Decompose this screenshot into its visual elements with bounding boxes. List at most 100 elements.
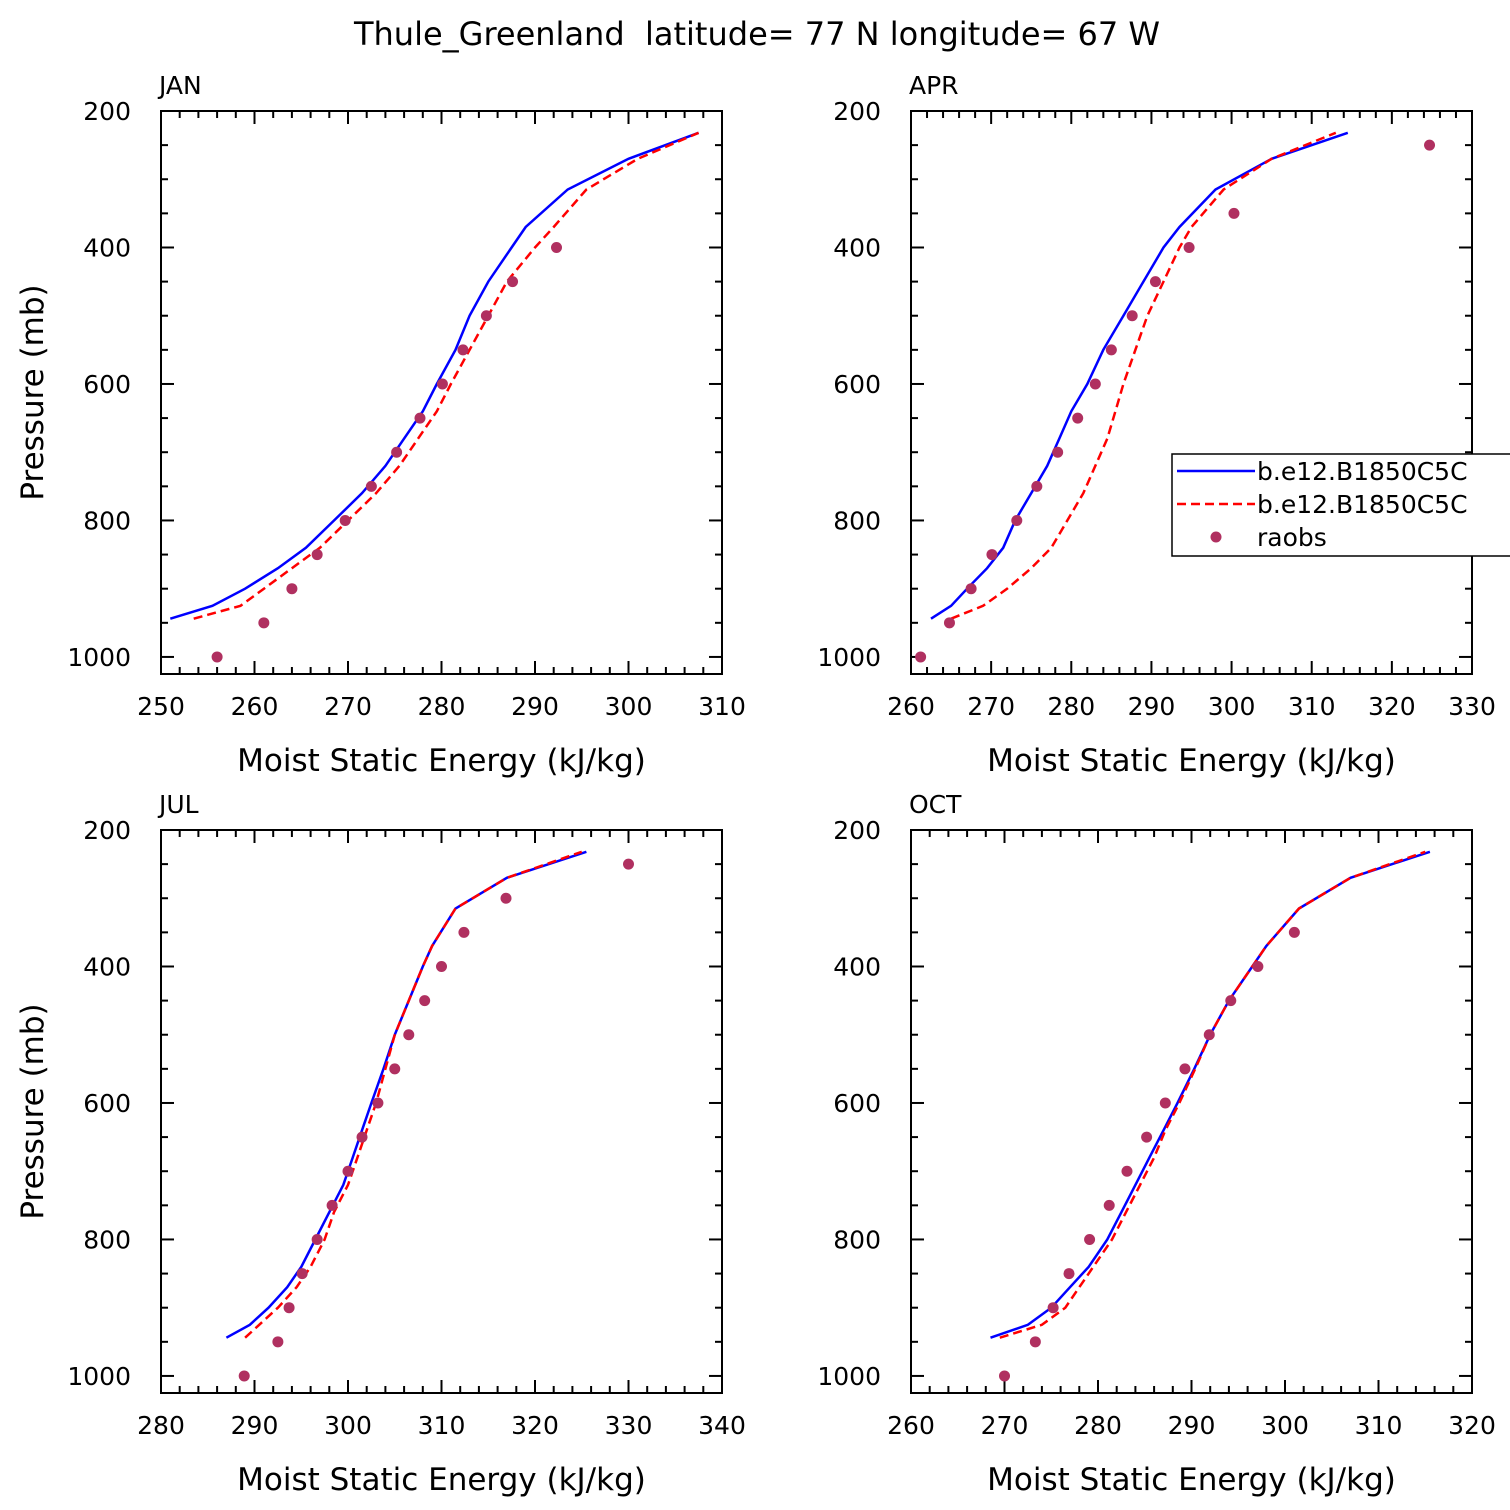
raob-point xyxy=(414,412,426,424)
raob-point xyxy=(1031,480,1043,492)
plot-frame xyxy=(160,110,723,675)
x-tick-label: 310 xyxy=(418,1411,466,1440)
raob-point xyxy=(283,1302,295,1314)
legend-label: b.e12.B1850C5C xyxy=(1257,490,1468,519)
y-tick-label: 400 xyxy=(83,233,131,262)
x-axis-label: Moist Static Energy (kJ/kg) xyxy=(237,743,646,779)
x-axis-label: Moist Static Energy (kJ/kg) xyxy=(987,743,1396,779)
raob-point xyxy=(1228,207,1240,219)
plot-frame xyxy=(910,110,1473,675)
raob-point xyxy=(1225,995,1237,1007)
raob-point xyxy=(1072,412,1084,424)
model-line xyxy=(225,850,587,1339)
y-tick-label: 600 xyxy=(833,370,881,399)
y-tick-label: 200 xyxy=(833,816,881,845)
x-tick-label: 320 xyxy=(1368,692,1416,721)
raob-point xyxy=(1159,1097,1171,1109)
raob-point xyxy=(296,1268,308,1280)
raob-point xyxy=(1203,1029,1215,1041)
raob-point xyxy=(1084,1233,1096,1245)
y-tick-label: 600 xyxy=(83,1089,131,1118)
y-tick-label: 400 xyxy=(83,952,131,981)
y-tick-label: 600 xyxy=(83,370,131,399)
panel: 250 260 270 280 290 300 310 200 400 600 800 1000 JAN… xyxy=(15,71,746,779)
raob-point xyxy=(436,960,447,972)
raob-point xyxy=(623,858,634,870)
raob-point xyxy=(311,549,323,561)
y-tick-label: 200 xyxy=(83,816,131,845)
raob-point xyxy=(436,378,448,390)
panel: 260 270 280 290 300 310 320 200 400 600 800 1000 OCT… xyxy=(817,790,1495,1498)
raob-point xyxy=(500,892,512,904)
y-axis-label: Pressure (mb) xyxy=(15,1003,51,1219)
raob-point xyxy=(1105,344,1117,356)
model-line xyxy=(990,850,1431,1339)
x-tick-label: 310 xyxy=(1355,1411,1403,1440)
raob-point xyxy=(999,1370,1010,1382)
raob-point xyxy=(965,583,977,595)
x-tick-label: 330 xyxy=(1448,692,1496,721)
raob-point xyxy=(391,446,403,458)
panel-title: OCT xyxy=(909,790,962,819)
x-tick-label: 290 xyxy=(1128,692,1176,721)
y-tick-label: 1000 xyxy=(817,643,881,672)
raob-point xyxy=(480,310,492,322)
x-tick-label: 270 xyxy=(324,692,372,721)
panel: 280 290 300 310 320 330 340 200 400 600 800 1000 JUL… xyxy=(15,790,746,1498)
raob-point xyxy=(1141,1131,1153,1143)
panel: 260 270 280 290 300 310 320 330 200 400 600 800 1000… xyxy=(817,71,1510,779)
panel-title: JUL xyxy=(157,790,199,819)
panel-title: APR xyxy=(909,71,959,100)
raob-point xyxy=(238,1370,250,1382)
raob-point xyxy=(1063,1268,1075,1280)
raob-point xyxy=(1252,960,1264,972)
raob-point xyxy=(389,1063,401,1075)
raob-point xyxy=(365,480,377,492)
raob-point xyxy=(1011,514,1023,526)
raob-point xyxy=(1126,310,1138,322)
raob-point xyxy=(1029,1336,1041,1348)
x-tick-label: 280 xyxy=(1047,692,1095,721)
raob-point xyxy=(915,651,927,663)
y-tick-label: 600 xyxy=(833,1089,881,1118)
x-tick-label: 270 xyxy=(967,692,1015,721)
x-tick-label: 300 xyxy=(1261,1411,1309,1440)
x-tick-label: 320 xyxy=(511,1411,559,1440)
y-tick-label: 1000 xyxy=(817,1362,881,1391)
x-axis-label: Moist Static Energy (kJ/kg) xyxy=(987,1462,1396,1498)
y-axis-label: Pressure (mb) xyxy=(15,284,51,500)
legend-label: b.e12.B1850C5C xyxy=(1257,457,1468,486)
x-tick-label: 330 xyxy=(605,1411,653,1440)
x-tick-label: 280 xyxy=(137,1411,185,1440)
y-tick-label: 1000 xyxy=(67,643,131,672)
raob-point xyxy=(1103,1199,1115,1211)
x-tick-label: 340 xyxy=(698,1411,746,1440)
x-tick-label: 290 xyxy=(511,692,559,721)
raob-point xyxy=(986,549,998,561)
x-axis-label: Moist Static Energy (kJ/kg) xyxy=(237,1462,646,1498)
legend-label: raobs xyxy=(1257,523,1327,552)
y-tick-label: 400 xyxy=(833,952,881,981)
x-tick-label: 300 xyxy=(1208,692,1256,721)
x-tick-label: 310 xyxy=(698,692,746,721)
y-tick-label: 200 xyxy=(83,97,131,126)
x-tick-label: 260 xyxy=(231,692,279,721)
raob-point xyxy=(372,1097,384,1109)
raob-point xyxy=(326,1199,338,1211)
x-tick-label: 280 xyxy=(1074,1411,1122,1440)
y-tick-label: 400 xyxy=(833,233,881,262)
model-line xyxy=(999,850,1426,1339)
raob-point xyxy=(458,926,470,938)
raob-point xyxy=(311,1233,323,1245)
raob-point xyxy=(551,241,563,253)
y-tick-label: 800 xyxy=(833,1225,881,1254)
raob-point xyxy=(258,617,270,629)
raob-point xyxy=(1179,1063,1191,1075)
raob-point xyxy=(419,995,431,1007)
plot-frame xyxy=(160,829,723,1394)
x-tick-label: 260 xyxy=(887,692,935,721)
y-tick-label: 200 xyxy=(833,97,881,126)
model-line xyxy=(193,131,700,620)
